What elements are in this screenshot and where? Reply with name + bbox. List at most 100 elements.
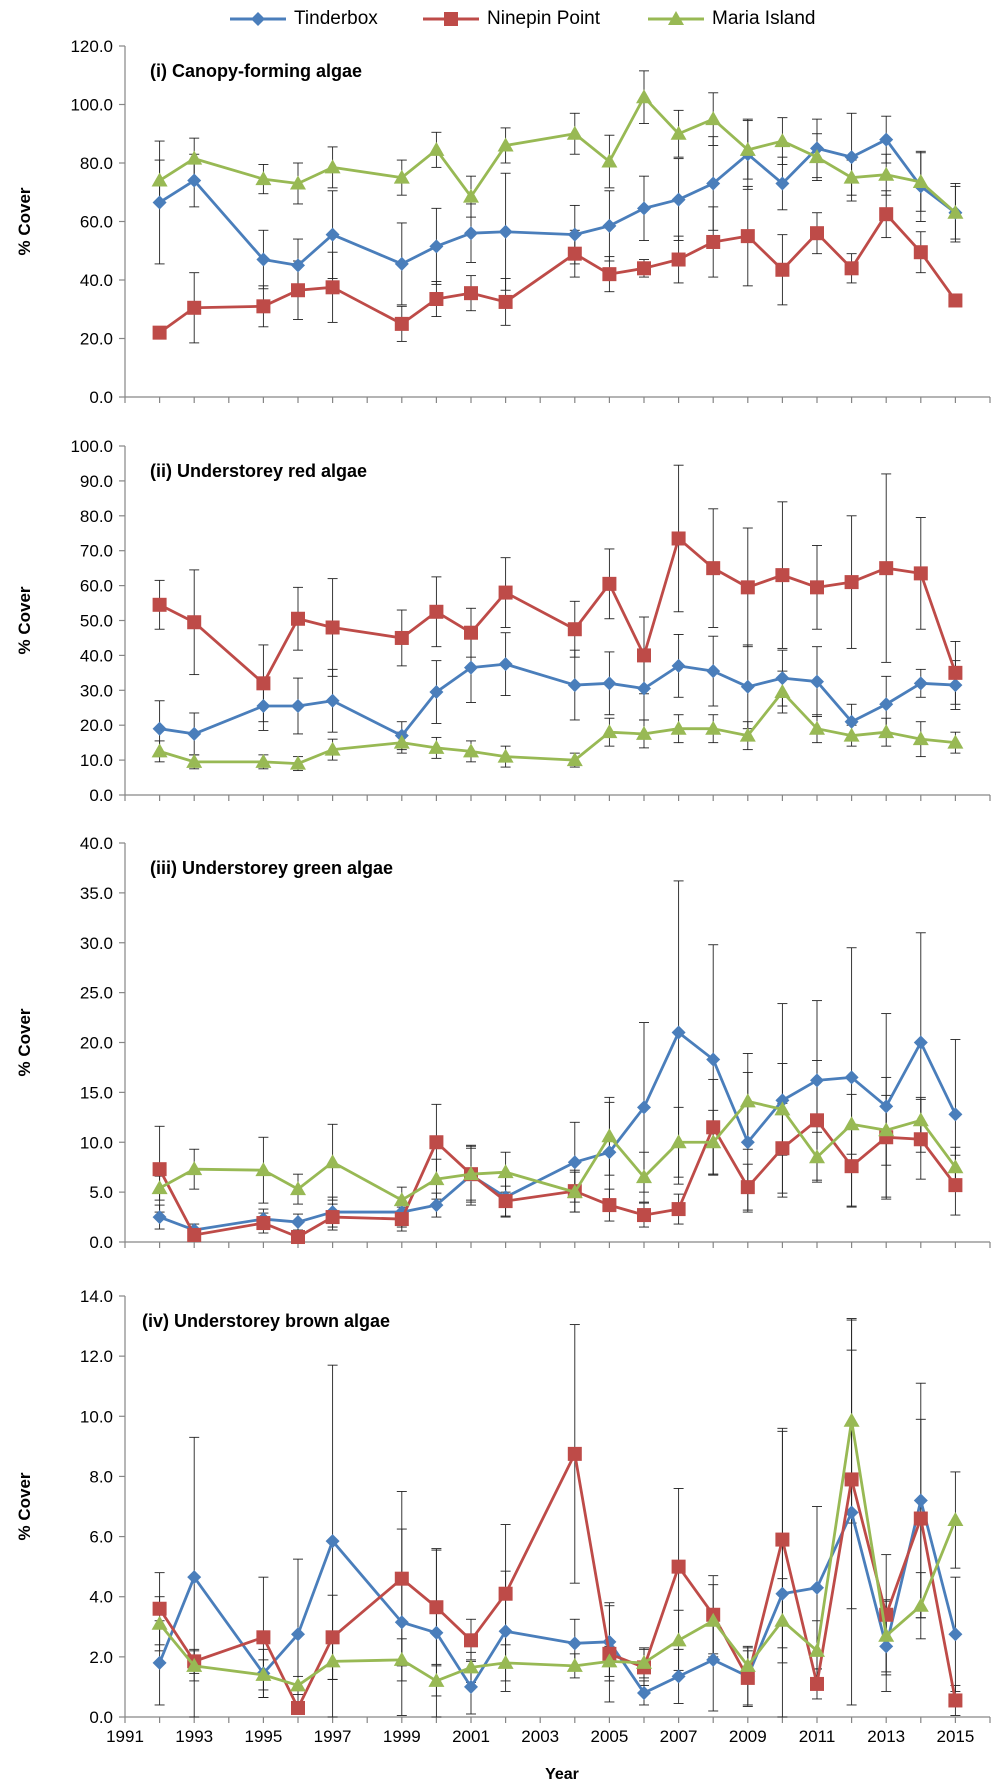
data-point xyxy=(324,1154,341,1169)
data-point xyxy=(290,1181,306,1196)
y-tick-label: 10.0 xyxy=(80,1407,113,1426)
y-tick-label: 20.0 xyxy=(80,330,113,349)
data-point xyxy=(566,1657,583,1672)
data-point xyxy=(671,1669,686,1684)
data-point xyxy=(291,1627,305,1642)
y-axis-label: % Cover xyxy=(15,1008,34,1076)
x-tick-label: 2015 xyxy=(936,1727,974,1746)
y-tick-label: 8.0 xyxy=(89,1467,113,1486)
y-tick-label: 4.0 xyxy=(89,1588,113,1607)
data-point xyxy=(878,1627,895,1642)
data-point xyxy=(256,676,271,691)
legend-marker xyxy=(668,11,684,25)
data-point xyxy=(256,699,271,714)
data-point xyxy=(429,685,444,700)
series-tinderbox xyxy=(152,1025,963,1238)
data-point xyxy=(152,1210,167,1225)
error-bars-ninepin-point xyxy=(154,1324,961,1716)
data-point xyxy=(464,226,478,241)
panel-3: 0.0 5.0 10.0 15.0 20.0 25.0 30.0 35.0 40.0 % Cove… xyxy=(15,834,991,1252)
data-point xyxy=(566,125,583,140)
data-point xyxy=(705,1134,722,1149)
data-point xyxy=(740,679,755,694)
y-tick-label: 0.0 xyxy=(89,1233,113,1252)
data-point xyxy=(706,234,721,249)
data-point xyxy=(325,280,340,295)
data-point xyxy=(393,734,410,749)
series-tinderbox xyxy=(152,1493,963,1700)
x-tick-label: 2013 xyxy=(867,1727,905,1746)
data-point xyxy=(497,1654,514,1669)
data-point xyxy=(912,1112,929,1127)
data-point xyxy=(256,1216,271,1231)
data-point xyxy=(912,174,929,189)
data-point xyxy=(255,753,272,768)
data-point xyxy=(187,726,202,741)
data-point xyxy=(429,604,444,619)
data-point xyxy=(670,720,687,735)
data-point xyxy=(602,218,617,233)
data-point xyxy=(567,678,582,693)
panel-4: 0.0 2.0 4.0 6.0 8.0 10.0 12.0 14.0 1991 1993 1995 1… xyxy=(15,1287,991,1746)
data-point xyxy=(464,625,478,640)
y-tick-label: 10.0 xyxy=(80,1133,113,1152)
x-tick-label: 1995 xyxy=(244,1727,282,1746)
data-point xyxy=(706,1652,721,1667)
y-tick-label: 15.0 xyxy=(80,1083,113,1102)
y-tick-label: 2.0 xyxy=(89,1648,113,1667)
data-point xyxy=(498,294,513,309)
series-line xyxy=(159,1031,957,1232)
data-point xyxy=(152,195,167,210)
data-point xyxy=(844,1472,859,1487)
series-ninepin-point xyxy=(152,531,963,691)
data-point xyxy=(671,658,686,673)
data-point xyxy=(152,597,167,612)
data-point xyxy=(879,1639,894,1654)
data-point xyxy=(775,1586,790,1601)
legend-marker xyxy=(444,12,458,26)
data-point xyxy=(325,1534,340,1549)
y-tick-label: 60.0 xyxy=(80,577,113,596)
legend-item-ninepin-point: Ninepin Point xyxy=(423,4,600,34)
y-tick-label: 0.0 xyxy=(89,388,113,407)
x-tick-label: 2009 xyxy=(729,1727,767,1746)
y-tick-label: 90.0 xyxy=(80,472,113,491)
data-point xyxy=(256,252,271,267)
series-tinderbox xyxy=(152,132,963,273)
data-point xyxy=(879,1099,894,1114)
data-point xyxy=(843,1412,860,1427)
data-point xyxy=(913,245,928,260)
data-point xyxy=(151,1180,168,1195)
y-tick-label: 70.0 xyxy=(80,542,113,561)
y-tick-label: 6.0 xyxy=(89,1528,113,1547)
data-point xyxy=(394,1212,409,1227)
data-point xyxy=(706,1052,721,1067)
data-point xyxy=(151,1615,168,1630)
data-point xyxy=(739,141,756,156)
data-point xyxy=(844,714,859,729)
data-point xyxy=(948,665,963,680)
data-point xyxy=(186,753,203,768)
data-point xyxy=(671,1202,686,1217)
panel-title: (iv) Understorey brown algae xyxy=(142,1311,390,1331)
panel-title: (iii) Understorey green algae xyxy=(150,858,393,878)
series-ninepin-point xyxy=(152,1113,963,1245)
data-point xyxy=(464,286,478,301)
panel-title: (ii) Understorey red algae xyxy=(150,461,367,481)
x-tick-label: 2001 xyxy=(452,1727,490,1746)
data-point xyxy=(671,1025,686,1040)
error-bars-tinderbox xyxy=(154,112,961,306)
data-point xyxy=(429,1135,444,1150)
data-point xyxy=(670,1134,687,1149)
y-tick-label: 30.0 xyxy=(80,681,113,700)
data-point xyxy=(567,622,582,637)
data-point xyxy=(393,1651,410,1666)
data-point xyxy=(566,752,583,767)
data-point xyxy=(637,261,651,276)
data-point xyxy=(567,1155,582,1170)
data-point xyxy=(706,1120,721,1135)
data-point xyxy=(291,1230,305,1245)
data-point xyxy=(879,207,894,222)
data-point xyxy=(428,141,445,156)
data-point xyxy=(567,1636,582,1651)
